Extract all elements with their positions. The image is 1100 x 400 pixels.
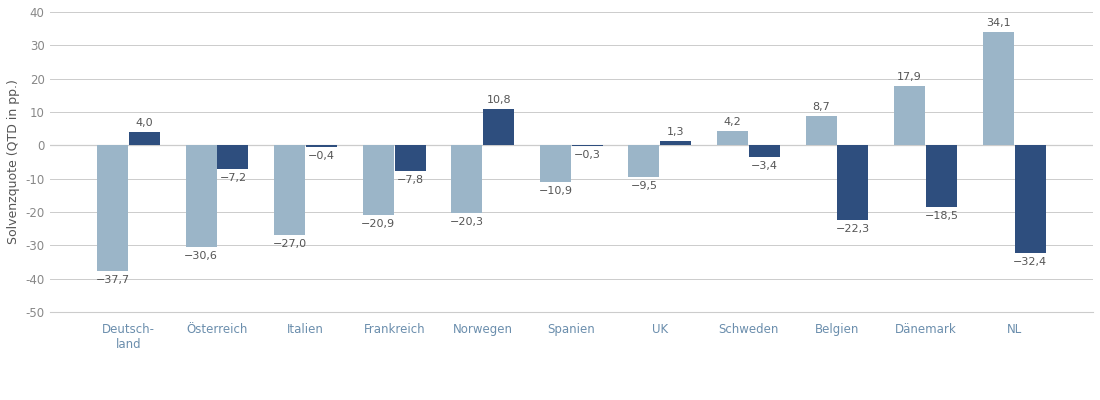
Bar <box>186 145 217 247</box>
Bar <box>451 145 482 213</box>
Bar <box>628 145 660 177</box>
Text: 4,2: 4,2 <box>724 117 741 127</box>
Text: −7,8: −7,8 <box>397 175 424 185</box>
Bar <box>97 145 128 271</box>
Text: −18,5: −18,5 <box>925 211 958 221</box>
Text: −37,7: −37,7 <box>96 275 130 285</box>
Bar <box>274 145 305 235</box>
Bar <box>306 145 337 147</box>
Bar <box>717 131 748 145</box>
Text: −32,4: −32,4 <box>1013 257 1047 267</box>
Bar <box>1014 145 1046 253</box>
Bar <box>540 145 571 182</box>
Bar <box>129 132 160 145</box>
Bar <box>894 86 925 145</box>
Text: 10,8: 10,8 <box>486 95 512 105</box>
Bar <box>483 109 514 145</box>
Text: −27,0: −27,0 <box>273 239 307 249</box>
Text: −22,3: −22,3 <box>836 224 870 234</box>
Text: −9,5: −9,5 <box>630 181 658 191</box>
Text: 17,9: 17,9 <box>898 72 922 82</box>
Bar <box>218 145 249 169</box>
Text: 4,0: 4,0 <box>135 118 153 128</box>
Text: −20,9: −20,9 <box>361 219 395 229</box>
Bar <box>660 141 691 145</box>
Y-axis label: Solvenzquote (QTD in pp.): Solvenzquote (QTD in pp.) <box>7 80 20 244</box>
Text: −10,9: −10,9 <box>538 186 572 196</box>
Text: −30,6: −30,6 <box>184 251 218 261</box>
Bar <box>982 32 1014 145</box>
Bar <box>837 145 869 220</box>
Bar <box>749 145 780 157</box>
Text: −0,4: −0,4 <box>308 151 336 161</box>
Bar <box>363 145 394 215</box>
Text: −3,4: −3,4 <box>751 161 778 171</box>
Text: 34,1: 34,1 <box>986 18 1011 28</box>
Text: −20,3: −20,3 <box>450 217 484 227</box>
Bar <box>572 145 603 146</box>
Bar <box>395 145 426 171</box>
Text: −7,2: −7,2 <box>219 173 246 183</box>
Text: 1,3: 1,3 <box>667 127 684 137</box>
Text: −0,3: −0,3 <box>574 150 601 160</box>
Bar <box>926 145 957 207</box>
Bar <box>805 116 837 145</box>
Text: 8,7: 8,7 <box>812 102 830 112</box>
